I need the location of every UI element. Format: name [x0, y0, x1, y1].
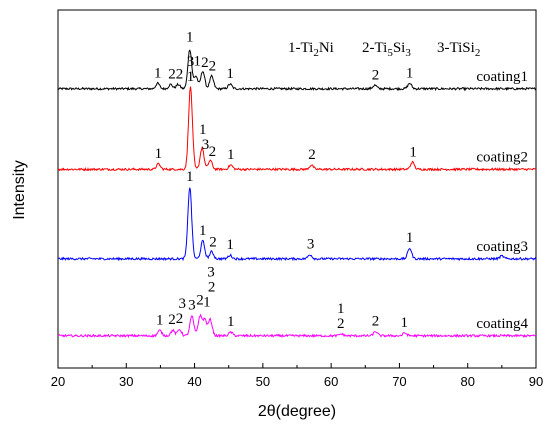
peak-label: 2: [337, 316, 345, 332]
x-tick-label: 30: [119, 374, 133, 389]
peak-label: 2: [209, 144, 217, 160]
peak-label: 3: [187, 54, 195, 70]
curve-labels: coating1 coating2 coating3 coating4: [476, 69, 528, 332]
peak-label: 1: [194, 54, 202, 70]
peak-label: 2: [168, 312, 176, 328]
y-axis-title: Intensity: [11, 160, 28, 220]
peak-label: 2: [208, 280, 216, 296]
peak-label: 1: [226, 237, 234, 253]
peak-label: 2: [209, 58, 217, 74]
x-tick-label: 70: [392, 374, 406, 389]
peak-label: 3: [179, 296, 187, 312]
peak-label: 1: [400, 315, 408, 331]
peak-label: 1: [199, 122, 207, 138]
peak-label: 2: [168, 66, 176, 82]
peak-label: 2: [372, 313, 380, 329]
legend-entry-tisi2: 3-TiSi2: [437, 40, 480, 59]
peak-label: 2: [372, 67, 380, 83]
peak-label: 1: [337, 301, 345, 317]
peak-label: 2: [196, 293, 204, 309]
legend-entry-ti2ni: 1-Ti2Ni: [288, 40, 334, 59]
x-tick-label: 50: [256, 374, 270, 389]
series-line-coating1: [57, 49, 536, 92]
peak-label: 1: [187, 69, 195, 85]
peak-label: 1: [226, 66, 234, 82]
peak-label: 1: [156, 312, 164, 328]
series-label-coating4: coating4: [476, 316, 528, 332]
peak-label: 2: [308, 147, 316, 163]
peak-label: 1: [186, 169, 194, 185]
series-line-coating4: [57, 313, 537, 339]
peak-label: 3: [307, 237, 315, 253]
peak-label: 2: [176, 311, 184, 327]
peak-label: 1: [199, 223, 207, 239]
peak-label: 2: [201, 55, 209, 71]
x-tick-label: 60: [324, 374, 338, 389]
x-tick-label: 40: [187, 374, 201, 389]
peak-label: 1: [155, 146, 163, 162]
legend-entry-ti5si3: 2-Ti5Si3: [362, 40, 411, 59]
phase-legend: 1-Ti2Ni 2-Ti5Si3 3-TiSi2: [288, 40, 480, 59]
peak-label: 1: [227, 314, 235, 330]
peak-label: 3: [202, 137, 210, 153]
peak-label: 1: [203, 295, 211, 311]
series-label-coating2: coating2: [476, 149, 528, 165]
x-axis-ticks: 20 30 40 50 60 70 80 90: [51, 363, 543, 389]
peak-label: 3: [207, 265, 215, 281]
peak-label: 3: [188, 298, 196, 314]
series-line-coating2: [57, 86, 537, 172]
series-label-coating1: coating1: [476, 69, 528, 85]
peak-label: 1: [409, 144, 417, 160]
x-tick-label: 80: [460, 374, 474, 389]
peak-label: 1: [227, 147, 235, 163]
x-axis-title: 2θ(degree): [258, 403, 336, 420]
peak-label: 2: [176, 67, 184, 83]
peak-label: 1: [186, 30, 194, 46]
series-line-coating3: [57, 187, 537, 262]
x-tick-label: 20: [51, 374, 65, 389]
plot-frame: [57, 9, 537, 369]
peak-label: 1: [406, 230, 414, 246]
x-tick-label: 90: [529, 374, 543, 389]
peak-label: 1: [154, 65, 162, 81]
series-group: [57, 49, 537, 339]
series-label-coating3: coating3: [476, 239, 528, 255]
peak-label: 2: [209, 234, 217, 250]
peak-label: 1: [406, 65, 414, 81]
